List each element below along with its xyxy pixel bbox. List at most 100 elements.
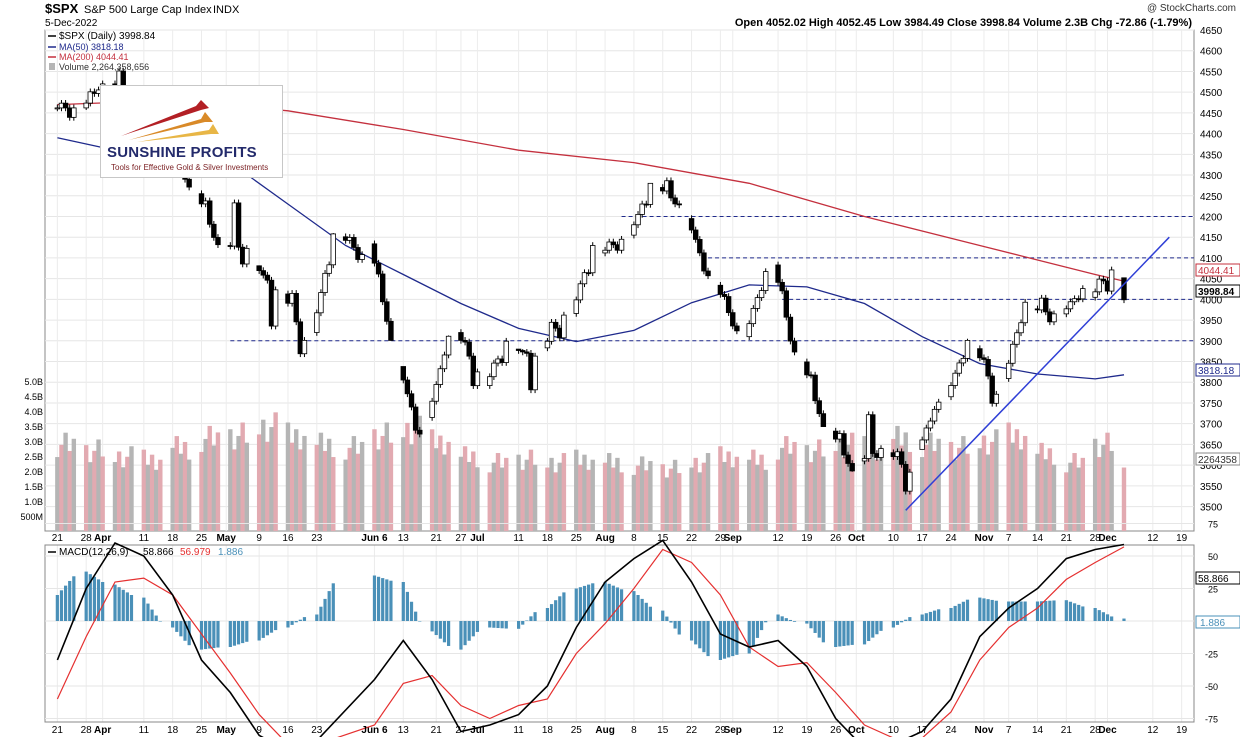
volume-bar bbox=[289, 442, 295, 531]
volume-bar bbox=[948, 441, 954, 531]
volume-bar bbox=[466, 462, 472, 531]
candle-body bbox=[326, 264, 332, 274]
macd-histogram-bar bbox=[698, 621, 702, 649]
volume-bar bbox=[446, 441, 451, 531]
candle-body bbox=[260, 270, 266, 276]
candle-body bbox=[474, 371, 481, 387]
candle-body bbox=[618, 238, 625, 251]
candle-body bbox=[297, 321, 304, 355]
x-tick-label: 21 bbox=[431, 725, 443, 736]
volume-bar bbox=[116, 451, 122, 531]
candle-body bbox=[717, 284, 724, 295]
candle-body bbox=[989, 375, 995, 404]
macd-histogram-bar bbox=[446, 621, 451, 646]
macd-histogram-bar bbox=[265, 621, 269, 636]
volume-bar bbox=[1018, 449, 1024, 531]
candle-body bbox=[948, 385, 954, 398]
macd-histogram-bar bbox=[1040, 601, 1044, 621]
volume-bar bbox=[648, 461, 653, 531]
candle-body bbox=[993, 393, 1000, 404]
macd-histogram-bar bbox=[92, 576, 97, 621]
macd-histogram-bar bbox=[236, 621, 241, 645]
candle-body bbox=[211, 223, 217, 238]
candle-body bbox=[590, 245, 596, 274]
macd-tick-label: 75 bbox=[1208, 520, 1218, 530]
volume-bar bbox=[561, 453, 567, 531]
candle-body bbox=[235, 202, 242, 248]
candle-body bbox=[256, 265, 262, 272]
candle-body bbox=[215, 237, 221, 246]
volume-bar bbox=[611, 467, 616, 531]
macd-histogram-bar bbox=[179, 621, 183, 637]
macd-histogram-bar bbox=[1052, 600, 1056, 621]
volume-bar bbox=[88, 462, 93, 531]
volume-bar bbox=[545, 467, 550, 531]
x-tick-label: Dec bbox=[1098, 725, 1117, 736]
x-tick-label: 28 bbox=[81, 725, 93, 736]
x-tick-label: 21 bbox=[1061, 725, 1073, 736]
macd-histogram-bar bbox=[409, 601, 414, 621]
candle-body bbox=[701, 252, 707, 272]
tag-ma200: 4044.41 bbox=[1198, 266, 1235, 277]
volume-bar bbox=[1051, 464, 1057, 531]
volume-bar bbox=[1035, 453, 1040, 531]
chart-symbol: $SPX bbox=[45, 1, 79, 16]
candle-body bbox=[207, 200, 213, 225]
volume-bar bbox=[615, 457, 620, 531]
candle-body bbox=[458, 332, 464, 341]
macd-histogram-bar bbox=[294, 621, 298, 623]
volume-bar bbox=[895, 425, 900, 531]
volume-bar bbox=[462, 446, 468, 531]
volume-bar bbox=[211, 445, 217, 531]
macd-histogram-bar bbox=[55, 595, 59, 621]
macd-histogram-bar bbox=[554, 600, 558, 621]
volume-bar bbox=[553, 472, 558, 531]
volume-bar bbox=[1076, 467, 1081, 531]
chart-date: 5-Dec-2022 bbox=[45, 18, 98, 29]
candle-body bbox=[491, 362, 497, 378]
volume-bar bbox=[759, 454, 764, 531]
volume-bar bbox=[631, 474, 637, 531]
candle-body bbox=[981, 357, 987, 360]
volume-bar bbox=[298, 449, 303, 531]
x-tick-label: 21 bbox=[1061, 533, 1073, 544]
price-tick-label: 3600 bbox=[1200, 461, 1223, 472]
macd-histogram-bar bbox=[965, 599, 970, 621]
volume-bar bbox=[590, 459, 595, 531]
x-tick-label: 11 bbox=[513, 725, 524, 736]
tag-volume: 2264358 bbox=[1198, 455, 1237, 466]
volume-bar bbox=[726, 451, 731, 531]
macd-histogram-bar bbox=[895, 621, 900, 625]
candle-body bbox=[561, 314, 567, 339]
macd-histogram-bar bbox=[949, 608, 953, 621]
volume-bar bbox=[504, 457, 509, 531]
macd-histogram-bar bbox=[669, 621, 673, 623]
candle-body bbox=[1067, 301, 1074, 310]
candle-body bbox=[898, 451, 905, 465]
candle-body bbox=[417, 429, 423, 435]
macd-histogram-bar bbox=[900, 621, 904, 623]
macd-histogram-bar bbox=[216, 621, 220, 648]
macd-histogram-bar bbox=[953, 605, 957, 621]
macd-histogram-bar bbox=[582, 585, 587, 621]
macd-histogram-bar bbox=[809, 621, 813, 629]
macd-histogram-bar bbox=[471, 621, 475, 637]
volume-bar bbox=[891, 438, 896, 531]
candle-body bbox=[412, 406, 419, 431]
x-tick-label: 8 bbox=[631, 725, 637, 736]
candle-body bbox=[433, 384, 439, 402]
macd-histogram-bar bbox=[1035, 601, 1040, 621]
x-tick-label: 12 bbox=[1147, 533, 1159, 544]
volume-bar bbox=[718, 446, 723, 531]
x-tick-label: Sep bbox=[724, 533, 742, 544]
volume-bar bbox=[355, 453, 361, 531]
volume-bar bbox=[236, 435, 241, 531]
volume-bar bbox=[145, 464, 151, 531]
candle-body bbox=[359, 254, 365, 260]
volume-bar bbox=[174, 436, 179, 531]
macd-histogram-bar bbox=[72, 576, 76, 621]
volume-bar bbox=[644, 470, 649, 531]
macd-histogram-bar bbox=[879, 621, 883, 631]
volume-tick-label: 500M bbox=[20, 512, 43, 522]
candle-body bbox=[721, 293, 728, 297]
